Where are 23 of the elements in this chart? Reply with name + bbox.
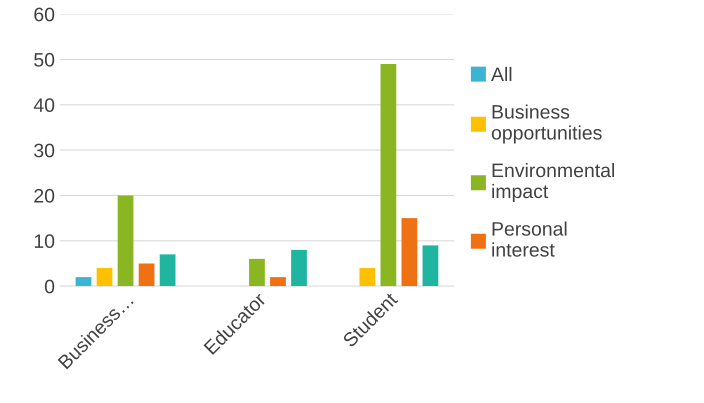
bar (402, 218, 418, 286)
bar (138, 263, 154, 286)
y-tick-label: 0 (44, 280, 54, 294)
bar (118, 195, 134, 286)
bar (359, 268, 376, 286)
y-tick-label: 40 (34, 98, 54, 112)
bar (249, 258, 265, 286)
y-tick-label: 60 (34, 8, 54, 22)
bar (76, 277, 92, 286)
y-tick-label: 10 (34, 234, 54, 248)
y-tick-label: 30 (34, 144, 54, 158)
bar (380, 64, 396, 286)
legend-label: Business opportunities (492, 104, 602, 144)
legend-label: Personal interest (492, 221, 566, 257)
y-tick-label: 20 (34, 188, 54, 203)
bar (270, 277, 286, 286)
legend-label: All (491, 66, 512, 81)
legend-label: Environmental impact (492, 162, 614, 202)
bar (291, 250, 307, 286)
bar (96, 268, 112, 286)
bar (160, 254, 176, 286)
y-tick-label: 50 (34, 52, 54, 67)
bar (422, 245, 438, 286)
